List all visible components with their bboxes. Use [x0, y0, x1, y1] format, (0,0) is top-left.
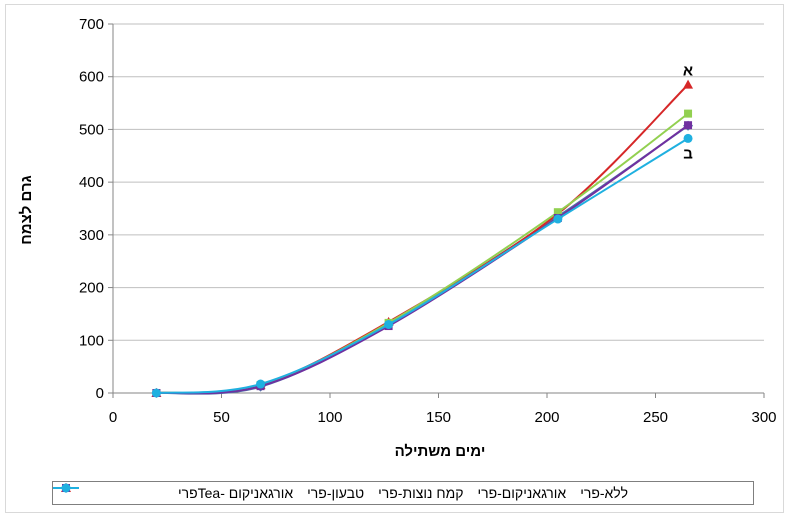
x-tick-label: 100	[317, 409, 342, 426]
legend-item: טבעון-פרי	[53, 484, 365, 501]
y-axis-title: גרם לצמח	[18, 175, 35, 244]
x-tick-labels: 0 50 100 150 200 250 300	[109, 409, 777, 426]
y-tick-label: 500	[79, 121, 104, 138]
x-tick-label: 200	[534, 409, 559, 426]
series-triangle	[151, 79, 694, 397]
legend-label: אורגאניקום-פרי	[477, 485, 567, 501]
x-tick-label: 0	[109, 409, 117, 426]
data-point	[553, 214, 563, 224]
series-square	[152, 121, 693, 397]
series-square	[152, 109, 693, 397]
x-tick-label: 300	[751, 409, 776, 426]
data-point	[384, 319, 394, 329]
y-tick-label: 300	[79, 227, 104, 244]
data-point	[553, 208, 562, 217]
data-point	[61, 483, 71, 493]
y-tick-label: 600	[79, 69, 104, 86]
x-tick-label: 50	[213, 409, 230, 426]
x-axis-title: ימים משתילה	[395, 443, 486, 460]
series-line	[156, 124, 689, 395]
series-lines	[151, 79, 694, 398]
chart-frame	[5, 4, 784, 513]
legend-label: אורגאניקום -Teaפרי	[177, 485, 294, 501]
legend: ללא-פרי אורגאניקום-פרי קמח נוצות-פרי טבעון-…	[52, 481, 754, 505]
data-point	[683, 133, 693, 143]
x-tick-label: 150	[426, 409, 451, 426]
y-tick-label: 200	[79, 280, 104, 297]
legend-item: אורגאניקום -Teaפרי	[53, 483, 294, 501]
series-line	[156, 112, 689, 395]
y-tick-label: 700	[79, 16, 104, 33]
axes	[108, 23, 765, 398]
y-tick-labels: 0 100 200 300 400 500 600 700	[79, 16, 104, 402]
annotation-label: ב	[683, 145, 693, 162]
legend-item: ללא-פרי	[53, 483, 629, 501]
data-point	[256, 379, 266, 389]
legend-label: קמח נוצות-פרי	[378, 485, 464, 501]
series-diamond	[151, 120, 694, 398]
data-point	[684, 109, 693, 118]
legend-swatch	[53, 483, 79, 493]
legend-label: ללא-פרי	[580, 485, 629, 501]
gridlines	[113, 23, 764, 341]
y-tick-label: 0	[96, 385, 104, 402]
series-line	[156, 83, 689, 395]
data-point	[151, 388, 161, 398]
legend-item: אורגאניקום-פרי	[53, 483, 567, 501]
annotations: אב	[683, 63, 693, 163]
annotation-label: א	[683, 63, 693, 80]
series-line	[156, 137, 689, 394]
y-tick-label: 400	[79, 174, 104, 191]
legend-label: טבעון-פרי	[307, 485, 365, 501]
legend-item: קמח נוצות-פרי	[53, 484, 464, 501]
series-circle	[151, 133, 693, 398]
series-line	[156, 124, 689, 395]
data-point	[684, 121, 693, 130]
data-point	[683, 79, 694, 89]
y-tick-label: 100	[79, 332, 104, 349]
x-tick-label: 250	[643, 409, 668, 426]
